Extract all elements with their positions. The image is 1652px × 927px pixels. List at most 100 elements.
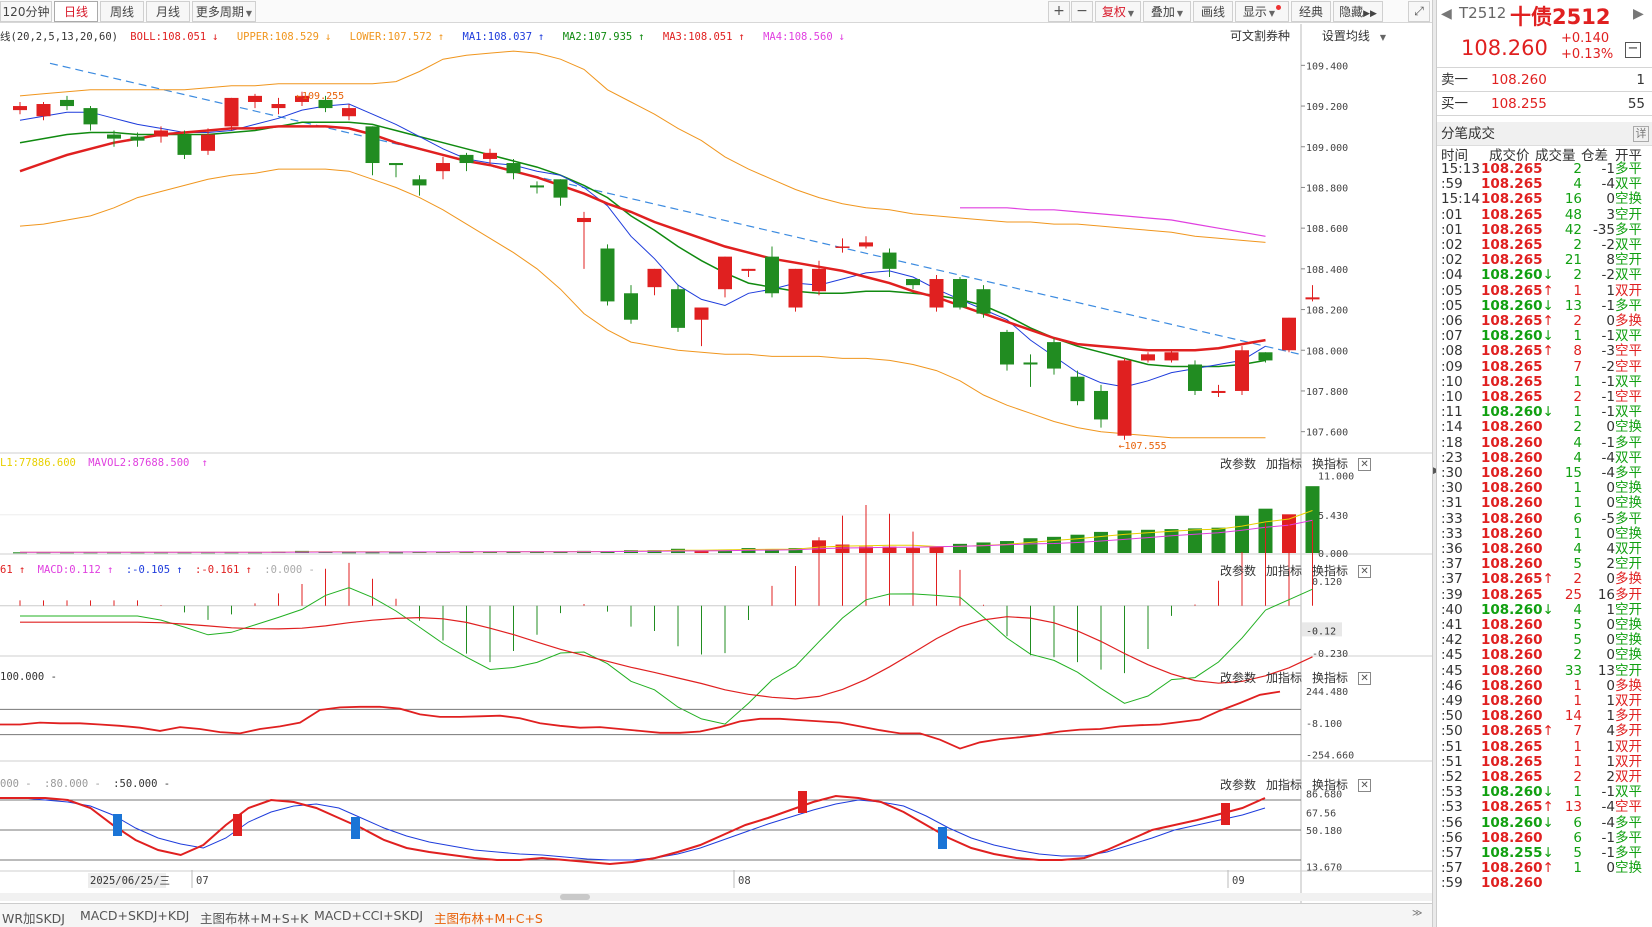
tick-price: 108.260 [1481, 526, 1543, 542]
tab-monthly[interactable]: 月线 [146, 1, 190, 22]
tab-macd-skdj-kdj[interactable]: MACD+SKDJ+KDJ [80, 908, 190, 923]
tick-row: :09 108.265 7 -2 空平 [1437, 359, 1652, 375]
plus-icon[interactable]: + [1048, 1, 1070, 22]
draw-line-button[interactable]: 画线 [1193, 1, 1233, 22]
minus-icon[interactable]: − [1071, 1, 1093, 22]
tick-time: :01 [1441, 206, 1463, 223]
expand-icon[interactable]: ⤢ [1408, 1, 1430, 22]
kline-chart[interactable]: 109.400 109.200 109.000 108.800 108.600 108.4… [0, 0, 1432, 903]
double-chevron-right-icon[interactable]: ≫ [1412, 908, 1423, 919]
tick-volume: 1 [1573, 525, 1582, 542]
tick-oi-change: 1 [1606, 282, 1615, 299]
adjust-dropdown[interactable]: 复权 ▼ [1095, 1, 1141, 22]
switch-indicator-link[interactable]: 换指标 [1312, 671, 1349, 685]
tick-type: 空平 [1615, 799, 1642, 816]
classic-button[interactable]: 经典 [1291, 1, 1331, 22]
overlay-dropdown[interactable]: 叠加 ▼ [1143, 1, 1191, 22]
add-indicator-link[interactable]: 加指标 [1266, 778, 1303, 792]
tick-price-value: 108.265 [1481, 191, 1543, 208]
tick-type: 空开 [1615, 601, 1642, 618]
close-icon[interactable]: ✕ [1358, 672, 1372, 685]
tick-type: 双平 [1615, 404, 1642, 421]
cci-axis-label: -254.660 [1306, 750, 1354, 761]
hide-button[interactable]: 隐藏▶▶ [1333, 1, 1383, 22]
tick-oi-change: 2 [1606, 556, 1615, 573]
tick-row: :30 108.260 1 0 空换 [1437, 481, 1652, 496]
add-indicator-link[interactable]: 加指标 [1266, 457, 1303, 471]
volume-bar [1117, 530, 1132, 553]
tab-wr-skdj[interactable]: WR加SKDJ [2, 911, 65, 926]
close-icon[interactable]: ✕ [1358, 779, 1372, 792]
caret-down-icon: ▼ [1268, 9, 1276, 18]
add-indicator-link[interactable]: 加指标 [1266, 671, 1303, 685]
volume-bar [483, 551, 497, 553]
switch-indicator-link[interactable]: 换指标 [1312, 564, 1349, 578]
tab-boll-m-s-k[interactable]: 主图布林+M+S+K [200, 911, 309, 926]
scrollbar-thumb[interactable] [560, 894, 590, 900]
horizontal-scrollbar[interactable] [0, 893, 1432, 901]
col-time: 时间 [1441, 148, 1468, 164]
macd-panel-links: 改参数 加指标 换指标 ✕ [1210, 562, 1372, 579]
kdj-axis-label: 67.56 [1306, 808, 1336, 819]
display-dropdown[interactable]: 显示 ▼ [1235, 1, 1289, 22]
arrow-up-icon: ↑ [738, 31, 745, 43]
tick-price: 108.265 [1481, 177, 1543, 192]
arrow-down-icon: ↓ [1542, 267, 1554, 284]
tick-oi-change: -1 [1601, 829, 1615, 846]
tick-row: :02 108.265 2 -2 双平 [1437, 238, 1652, 253]
tick-volume: 2 [1573, 769, 1582, 785]
tick-price-value: 108.265 [1481, 799, 1543, 816]
tick-time: :04 [1441, 267, 1463, 284]
candle-body [553, 179, 568, 198]
caret-down-icon: ▼ [245, 9, 253, 18]
tick-price-value: 108.265 [1481, 206, 1543, 223]
switch-indicator-link[interactable]: 换指标 [1312, 457, 1349, 471]
tick-detail-icon[interactable]: 详 [1633, 126, 1649, 142]
edit-params-link[interactable]: 改参数 [1220, 671, 1257, 685]
legend-ma2-label: MA2:107.935 [562, 31, 633, 43]
tick-volume: 2 [1573, 647, 1582, 664]
ma-settings-dropdown[interactable]: 设置均线 ▼ [1312, 29, 1386, 43]
tick-time: :06 [1441, 313, 1463, 329]
tab-weekly[interactable]: 周线 [100, 1, 144, 22]
candle-body [1141, 354, 1155, 361]
candle-body [882, 252, 897, 269]
close-icon[interactable]: ✕ [1358, 565, 1372, 578]
tick-time: :56 [1441, 814, 1463, 831]
tab-boll-m-c-s[interactable]: 主图布林+M+C+S [434, 911, 543, 926]
tab-macd-cci-skdj[interactable]: MACD+CCI+SKDJ [314, 908, 424, 923]
tick-price-value: 108.260 [1481, 677, 1543, 694]
tick-price-value: 108.260 [1481, 480, 1543, 497]
edit-params-link[interactable]: 改参数 [1220, 564, 1257, 578]
tab-daily[interactable]: 日线 [54, 1, 98, 22]
tick-price: 108.265 [1481, 739, 1543, 755]
kdj-signal-marker [938, 827, 947, 849]
tick-type: 多开 [1615, 723, 1642, 740]
tab-120min[interactable]: 120分钟 [0, 1, 52, 22]
tick-price: 108.265 [1481, 374, 1543, 390]
tick-type: 多换 [1615, 313, 1642, 329]
candle-body [788, 268, 803, 308]
tick-volume: 1 [1573, 404, 1582, 421]
add-indicator-link[interactable]: 加指标 [1266, 564, 1303, 578]
kdj-axis-label: 50.180 [1306, 826, 1342, 837]
edit-params-link[interactable]: 改参数 [1220, 778, 1257, 792]
candle-body [318, 99, 333, 109]
tick-time: :37 [1441, 556, 1463, 573]
more-periods-dropdown[interactable]: 更多周期 ▼ [192, 1, 256, 22]
notification-dot-icon [1276, 5, 1282, 10]
candle-body [1211, 390, 1226, 393]
tick-price-value: 108.265 [1481, 571, 1543, 588]
candle-body [1235, 350, 1249, 391]
volume-bar [694, 550, 709, 553]
tick-price: 108.260 [1481, 677, 1543, 694]
next-contract-icon[interactable]: ▶ [1633, 6, 1644, 22]
switch-bond-link[interactable]: 可文割券种 [1230, 29, 1291, 43]
minimize-icon[interactable]: − [1625, 42, 1641, 58]
tick-oi-change: -2 [1601, 237, 1615, 253]
switch-indicator-link[interactable]: 换指标 [1312, 778, 1349, 792]
prev-contract-icon[interactable]: ◀ [1441, 6, 1452, 22]
close-icon[interactable]: ✕ [1358, 458, 1372, 471]
edit-params-link[interactable]: 改参数 [1220, 457, 1257, 471]
